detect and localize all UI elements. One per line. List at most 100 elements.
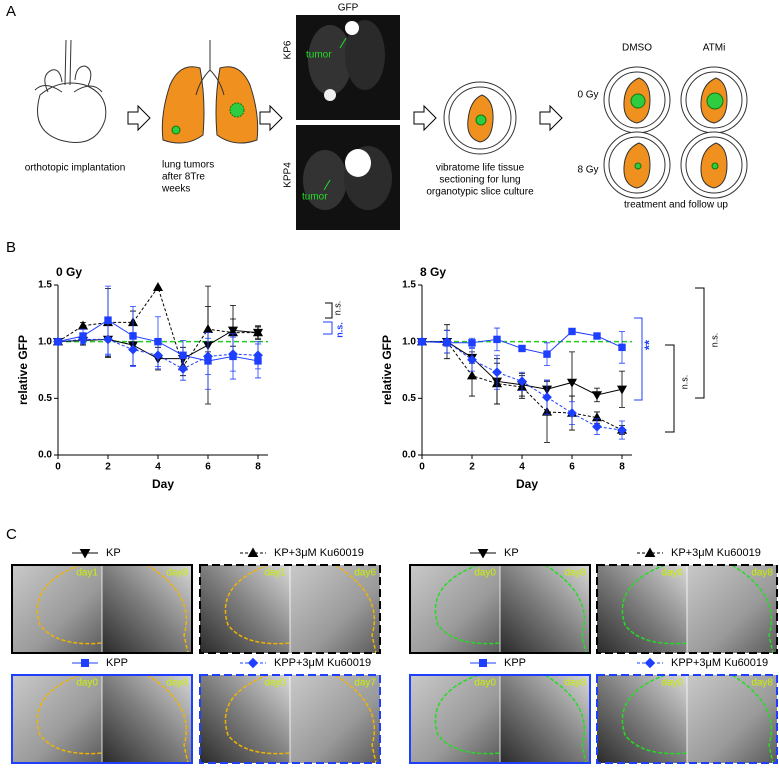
frame (596, 674, 778, 764)
x-tick-label: 0 (419, 462, 425, 473)
slice-image (500, 675, 590, 763)
image-label: KP6 (283, 40, 294, 59)
legend-label: KPP (504, 657, 526, 669)
marker (53, 336, 63, 347)
tumor-label: tumor (306, 50, 332, 61)
x-tick-label: 8 (255, 462, 261, 473)
tissue-outline (146, 674, 189, 764)
slice-image (290, 565, 380, 653)
marker (591, 391, 603, 401)
marker (202, 323, 214, 333)
mouse-sketch (34, 39, 107, 143)
ct-image (296, 125, 400, 230)
y-tick-label: 0.5 (38, 393, 52, 404)
day-label: day0 (661, 678, 683, 689)
caption: organotypic slice culture (426, 187, 534, 198)
marker (592, 421, 602, 432)
frame (199, 674, 381, 764)
x-tick-label: 6 (205, 462, 211, 473)
tissue-outline (146, 564, 189, 654)
day-label: day1 (264, 568, 286, 579)
legend-label: KPP+3μM Ku60019 (671, 657, 768, 669)
day-label: day0 (264, 678, 286, 689)
marker (467, 354, 477, 365)
x-axis-label: Day (152, 477, 174, 491)
legend-marker (477, 549, 489, 559)
tissue-outline (731, 564, 774, 654)
day-label: day8 (564, 678, 586, 689)
tissue-outline (334, 564, 377, 654)
image-title: GFP (338, 3, 359, 14)
x-tick-label: 4 (155, 462, 161, 473)
slice-images: KP day1 day8 KP+3μM Ku60019 day1 day6 KPP day0 d… (11, 547, 778, 764)
y-tick-label: 1.0 (402, 336, 416, 347)
marker (468, 339, 476, 347)
x-tick-label: 4 (519, 462, 525, 473)
legend-label: KP (106, 547, 121, 559)
legend-marker (247, 657, 259, 669)
tumor (630, 93, 646, 109)
marker (252, 327, 264, 337)
slice-image (290, 675, 380, 763)
legend-marker (644, 657, 656, 669)
tumor-label: tumor (302, 192, 328, 203)
y-axis-label: relative GFP (380, 335, 394, 405)
chart-title: 0 Gy (56, 265, 82, 279)
day-label: day0 (474, 568, 496, 579)
legend-marker (81, 659, 89, 667)
frame (11, 674, 193, 764)
column-label: ATMi (703, 43, 726, 54)
marker (103, 334, 113, 345)
marker (442, 336, 452, 347)
day-label: day8 (166, 568, 188, 579)
day-label: day7 (354, 678, 376, 689)
day-label: day0 (661, 568, 683, 579)
annotation: n.s. (332, 301, 342, 316)
legend-label: KPP+3μM Ku60019 (274, 657, 371, 669)
slice-image (102, 675, 192, 763)
frame (409, 564, 591, 654)
marker (203, 351, 213, 362)
charts: 0 Gy 0.0 0.5 1.0 1.5 0 2 4 6 8 Day relative GFP n.s.… (16, 265, 719, 491)
marker (153, 350, 163, 361)
tissue-outline (224, 674, 291, 755)
tissue-outline (621, 564, 688, 645)
x-tick-label: 2 (469, 462, 475, 473)
x-tick-label: 0 (55, 462, 61, 473)
x-axis-label: Day (516, 477, 538, 491)
arrow (539, 104, 563, 132)
row-label: 8 Gy (577, 165, 598, 176)
marker (568, 327, 576, 336)
pointer (339, 37, 347, 49)
bracket (323, 321, 333, 335)
tissue-outline (434, 564, 501, 645)
tissue-outline (36, 564, 103, 645)
marker (617, 425, 627, 435)
ct-image (296, 15, 400, 120)
legend-label: KP+3μM Ku60019 (671, 547, 761, 559)
tissue-outline (224, 564, 291, 645)
arrow (127, 104, 151, 132)
tissue-outline (334, 674, 377, 764)
chart-title: 8 Gy (420, 265, 446, 279)
marker (128, 344, 138, 355)
slice-image (687, 565, 777, 653)
legend-label: KP (504, 547, 519, 559)
day-label: day8 (564, 568, 586, 579)
day-label: day0 (474, 678, 496, 689)
marker (616, 385, 628, 395)
marker (152, 282, 164, 291)
y-tick-label: 0.0 (38, 450, 52, 461)
y-tick-label: 0.0 (402, 450, 416, 461)
frame (596, 564, 778, 654)
marker (518, 344, 526, 353)
marker (566, 378, 578, 388)
tissue-outline (36, 674, 103, 755)
marker (417, 336, 427, 347)
arrow (413, 104, 437, 132)
annotation: ** (641, 339, 656, 350)
image-label: KPP4 (283, 162, 294, 188)
panel-label: B (6, 239, 16, 256)
tissue-outline (621, 674, 688, 755)
pointer (323, 179, 331, 191)
